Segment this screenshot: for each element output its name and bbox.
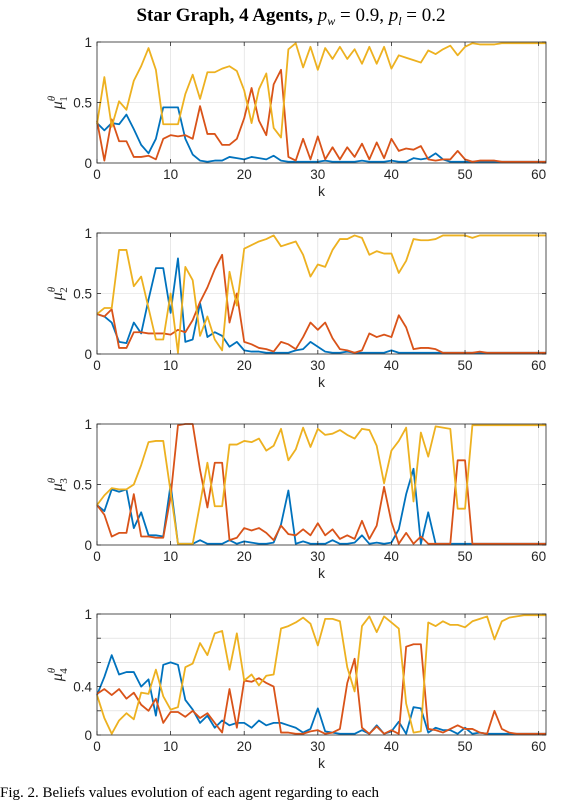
x-tick-label: 50 (458, 739, 473, 754)
series-line-1 (96, 257, 546, 354)
subplot-agent-4: 0 10 20 30 40 50 60 0 0.4 1 k μθ4 (46, 607, 547, 771)
y-tick-label: 0.4 (73, 680, 92, 695)
x-tick-label: 10 (163, 739, 178, 754)
x-tick-label: 40 (384, 739, 399, 754)
y-tick-label: 0.5 (73, 478, 92, 493)
x-tick-label: 20 (237, 167, 252, 182)
subplot-agent-2: 0 10 20 30 40 50 60 0 0.5 1 k μθ2 (46, 226, 547, 390)
x-tick-label: 0 (93, 739, 101, 754)
series-line-1 (96, 654, 546, 735)
x-tick-label: 20 (237, 549, 252, 564)
x-tick-label: 50 (458, 549, 473, 564)
figure-title: Star Graph, 4 Agents, pw = 0.9, pl = 0.2 (136, 5, 445, 28)
x-axis-label: k (318, 183, 326, 199)
series-line-3 (96, 42, 546, 139)
subplot-agent-3: 0 10 20 30 40 50 60 0 0.5 1 k μθ3 (46, 417, 547, 581)
x-tick-label: 60 (531, 739, 546, 754)
x-tick-label: 50 (458, 358, 473, 373)
y-tick-label: 0 (84, 728, 92, 743)
series-line-3 (96, 234, 546, 354)
x-tick-label: 30 (310, 549, 325, 564)
x-tick-label: 50 (458, 167, 473, 182)
x-tick-label: 30 (310, 739, 325, 754)
series-line-2 (96, 423, 546, 545)
y-axis-label: μθ1 (46, 95, 70, 110)
x-tick-label: 40 (384, 358, 399, 373)
x-tick-label: 40 (384, 167, 399, 182)
series-line-3 (96, 424, 546, 545)
x-tick-label: 30 (310, 358, 325, 373)
x-tick-label: 0 (93, 167, 101, 182)
y-tick-label: 1 (84, 35, 92, 50)
y-tick-label: 0 (84, 156, 92, 171)
y-tick-label: 0 (84, 538, 92, 553)
x-tick-label: 20 (237, 358, 252, 373)
y-axis-label: μθ3 (46, 477, 70, 492)
x-tick-label: 40 (384, 549, 399, 564)
y-axis-label: μθ4 (46, 667, 70, 682)
x-tick-label: 60 (531, 167, 546, 182)
x-axis-label: k (318, 755, 326, 771)
x-tick-label: 20 (237, 739, 252, 754)
x-axis-label: k (318, 565, 326, 581)
x-tick-label: 60 (531, 549, 546, 564)
x-tick-label: 0 (93, 358, 101, 373)
subplot-agent-1: 0 10 20 30 40 50 60 0 0.5 1 k μθ1 (46, 35, 547, 199)
y-tick-label: 0.5 (73, 287, 92, 302)
y-tick-label: 0 (84, 347, 92, 362)
x-tick-label: 10 (163, 167, 178, 182)
series-line-2 (96, 253, 546, 354)
x-tick-label: 0 (93, 549, 101, 564)
series-line-2 (96, 68, 546, 163)
y-tick-label: 1 (84, 417, 92, 432)
y-tick-label: 1 (84, 607, 92, 622)
y-tick-label: 0.5 (73, 96, 92, 111)
series-line-2 (96, 643, 546, 735)
figure-caption: Fig. 2. Beliefs values evolution of each… (0, 785, 380, 801)
x-tick-label: 30 (310, 167, 325, 182)
y-tick-label: 1 (84, 226, 92, 241)
x-axis-label: k (318, 374, 326, 390)
series-line-1 (96, 106, 546, 163)
axes-box (96, 613, 547, 736)
x-tick-label: 60 (531, 358, 546, 373)
y-axis-label: μθ2 (46, 286, 70, 301)
x-tick-label: 10 (163, 549, 178, 564)
x-tick-label: 10 (163, 358, 178, 373)
series-line-3 (96, 614, 546, 735)
